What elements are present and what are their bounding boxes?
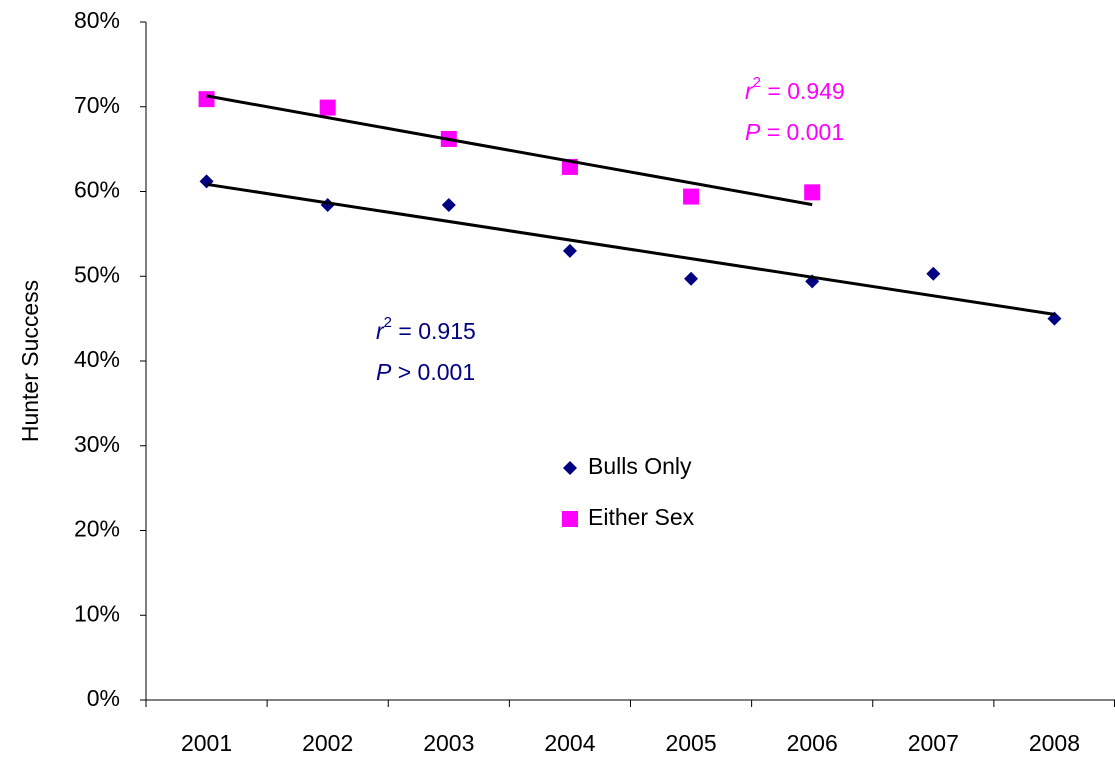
point xyxy=(198,91,215,108)
y-axis-label: Hunter Success xyxy=(17,280,43,442)
point xyxy=(441,198,456,213)
point xyxy=(804,184,821,201)
annotation: r2 = 0.915 xyxy=(376,314,476,344)
annotation: P = 0.001 xyxy=(745,119,844,145)
legend-label: Either Sex xyxy=(588,504,695,530)
annotation-text: = 0.949 xyxy=(761,78,845,104)
point xyxy=(683,188,700,205)
legend-label: Bulls Only xyxy=(588,453,692,479)
annotation-var: P xyxy=(376,359,392,385)
annotation-sup: 2 xyxy=(753,74,761,91)
y-tick-label: 0% xyxy=(87,685,120,711)
x-tick-label: 2006 xyxy=(787,730,838,756)
annotation-text: = 0.915 xyxy=(392,318,476,344)
point xyxy=(684,271,699,286)
annotation-var: P xyxy=(745,119,761,145)
x-tick-label: 2007 xyxy=(908,730,959,756)
annotation-sup: 2 xyxy=(384,314,392,331)
trendline xyxy=(206,182,1055,316)
annotation: r2 = 0.949 xyxy=(745,74,845,104)
y-tick-label: 80% xyxy=(74,7,120,33)
annotation-text: > 0.001 xyxy=(391,359,475,385)
point xyxy=(562,243,577,258)
y-tick-label: 10% xyxy=(74,600,120,626)
annotation: P > 0.001 xyxy=(376,359,475,385)
x-tick-label: 2003 xyxy=(423,730,474,756)
x-tick-label: 2001 xyxy=(181,730,232,756)
legend-marker xyxy=(563,461,577,475)
annotation-var: r xyxy=(745,78,754,104)
x-tick-label: 2004 xyxy=(544,730,595,756)
legend-marker xyxy=(562,511,578,527)
y-tick-label: 30% xyxy=(74,431,120,457)
y-tick-label: 70% xyxy=(74,92,120,118)
annotation-var: r xyxy=(376,318,385,344)
y-tick-label: 60% xyxy=(74,177,120,203)
point xyxy=(926,266,941,281)
annotation-text: = 0.001 xyxy=(760,119,844,145)
point xyxy=(319,99,336,116)
x-tick-label: 2008 xyxy=(1029,730,1080,756)
x-tick-label: 2002 xyxy=(302,730,353,756)
trendline xyxy=(206,94,813,207)
y-tick-label: 50% xyxy=(74,261,120,287)
y-tick-label: 40% xyxy=(74,346,120,372)
x-tick-label: 2005 xyxy=(665,730,716,756)
y-tick-label: 20% xyxy=(74,516,120,542)
